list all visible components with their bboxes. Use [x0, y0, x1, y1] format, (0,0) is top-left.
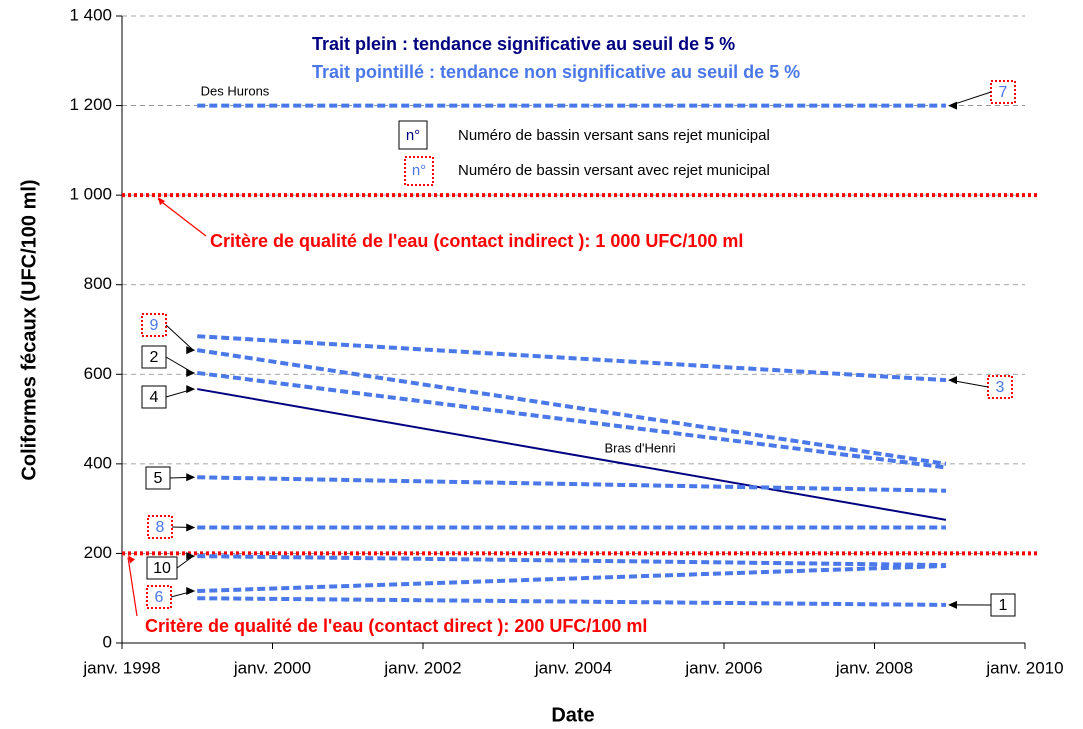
- legend-label: 9: [150, 317, 159, 334]
- y-tick-label: 0: [103, 632, 112, 651]
- basin-arrowhead: [947, 600, 957, 609]
- legend-label: 7: [999, 84, 1008, 101]
- series-line: [197, 475, 947, 493]
- basin-arrowhead: [186, 523, 196, 532]
- reference-arrowhead: [128, 555, 135, 564]
- x-tick-label: janv. 2010: [985, 658, 1063, 677]
- reference-label: Critère de qualité de l'eau (contact dir…: [145, 616, 647, 636]
- reference-arrow: [157, 198, 207, 237]
- y-tick-label: 1 000: [69, 185, 112, 204]
- legend-dotted: Trait pointillé : tendance non significa…: [312, 62, 800, 82]
- basin-arrowhead: [186, 346, 196, 355]
- legend-label: 5: [154, 470, 163, 487]
- legend-box-plain: [398, 120, 428, 150]
- series-line: [197, 554, 947, 568]
- basin-arrowhead: [186, 587, 196, 596]
- series-line: [196, 348, 947, 466]
- series-line: [197, 334, 947, 383]
- y-axis-title: Coliformes fécaux (UFC/100 ml): [18, 179, 40, 480]
- reference-label: Critère de qualité de l'eau (contact ind…: [210, 231, 743, 251]
- basin-arrow: [165, 324, 194, 351]
- legend-box-text: Numéro de bassin versant sans rejet muni…: [458, 127, 770, 144]
- x-tick-label: janv. 2008: [835, 658, 913, 677]
- legend-label: 8: [156, 519, 165, 536]
- basin-box: [147, 515, 173, 539]
- y-tick-label: 400: [84, 453, 112, 472]
- legend-label: 6: [155, 589, 164, 606]
- legend-label: 4: [150, 389, 159, 406]
- series-line: [197, 563, 947, 594]
- reference-arrowhead: [158, 197, 165, 206]
- x-tick-label: janv. 1998: [82, 658, 160, 677]
- x-axis-title: Date: [551, 704, 594, 726]
- basin-box: [146, 585, 172, 609]
- reference-arrow: [127, 557, 138, 617]
- series-annotation: Des Hurons: [201, 83, 270, 98]
- basin-arrowhead: [186, 368, 196, 377]
- series-annotation: Bras d'Henri: [604, 440, 675, 455]
- y-tick-label: 800: [84, 274, 112, 293]
- series-line: [196, 370, 947, 470]
- y-tick-label: 1 400: [69, 5, 112, 24]
- series-line: [197, 388, 947, 521]
- basin-arrowhead: [186, 552, 196, 561]
- x-tick-label: janv. 2006: [684, 658, 762, 677]
- y-tick-label: 600: [84, 364, 112, 383]
- legend-box-text: Numéro de bassin versant avec rejet muni…: [458, 162, 770, 179]
- basin-arrowhead: [947, 101, 957, 110]
- x-tick-label: janv. 2002: [383, 658, 461, 677]
- legend-label: 1: [999, 597, 1008, 614]
- x-tick-label: janv. 2004: [534, 658, 612, 677]
- basin-arrowhead: [186, 385, 196, 394]
- legend-label: 2: [150, 349, 159, 366]
- legend-solid: Trait plein : tendance significative au …: [312, 34, 735, 54]
- y-tick-label: 1 200: [69, 95, 112, 114]
- legend-box-symbol: n°: [412, 162, 426, 179]
- basin-arrowhead: [947, 376, 957, 385]
- legend-box-symbol: n°: [406, 127, 420, 144]
- basin-arrowhead: [186, 473, 196, 482]
- x-tick-label: janv. 2000: [233, 658, 311, 677]
- legend-label: 3: [996, 379, 1005, 396]
- y-tick-label: 200: [84, 543, 112, 562]
- basin-box: [141, 313, 167, 337]
- legend-label: 10: [153, 560, 171, 577]
- series-line: [197, 596, 947, 607]
- legend-box-municipal: [404, 156, 434, 186]
